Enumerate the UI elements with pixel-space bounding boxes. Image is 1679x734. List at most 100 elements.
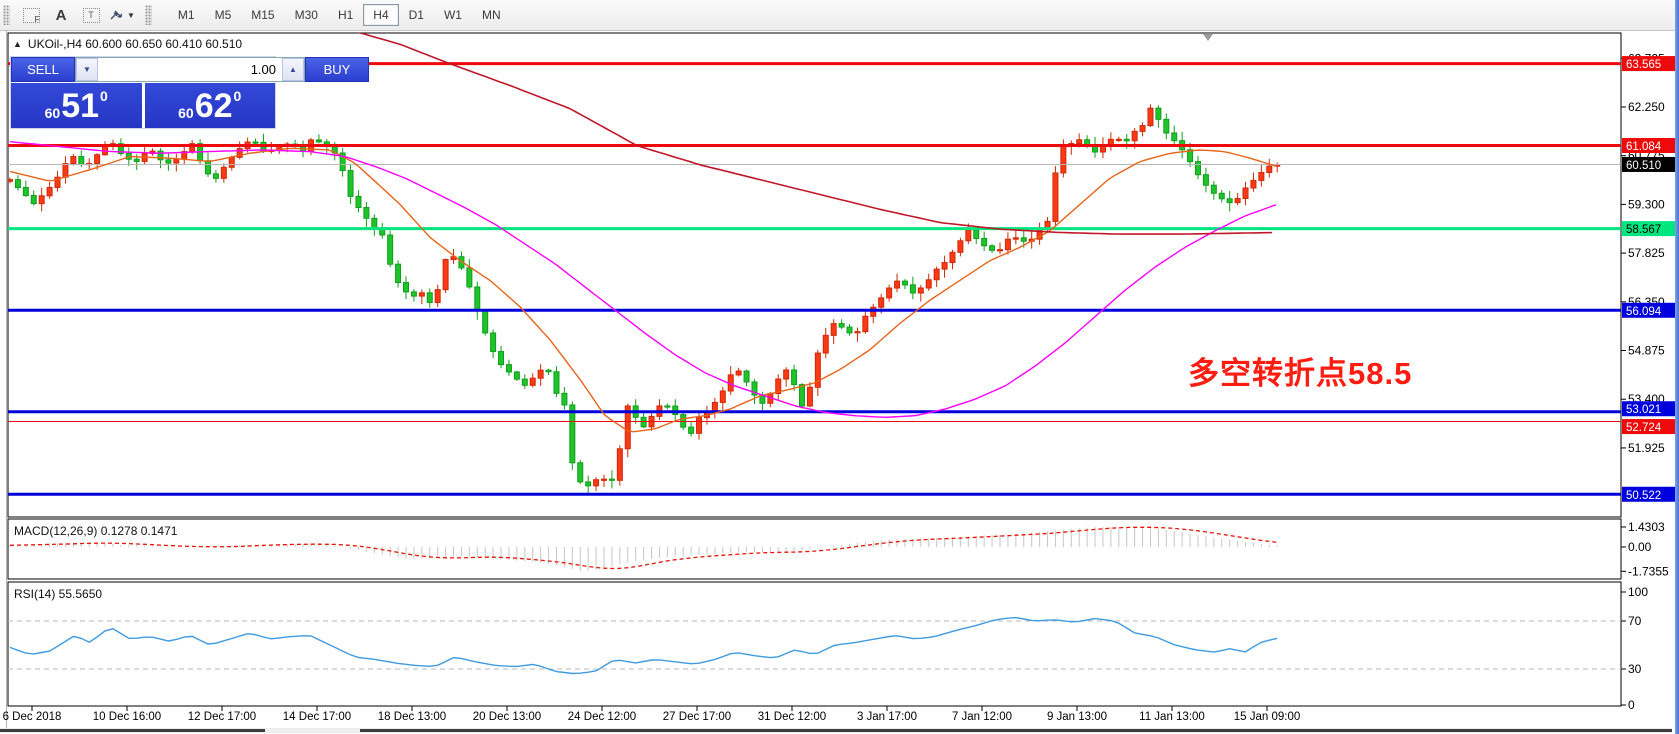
chevron-down-icon: ▼	[127, 10, 135, 20]
timeframe-button-group: M1 M5 M15 M30 H1 H4 D1 W1 MN	[168, 4, 511, 26]
arrows-icon	[110, 10, 123, 20]
rsi-line	[9, 616, 1278, 675]
volume-stepper: ▼ ▲	[75, 57, 305, 82]
macd-panel	[9, 526, 1278, 572]
time-axis-label: 20 Dec 13:00	[472, 711, 542, 723]
rsi-tick-label: 70	[1628, 614, 1642, 628]
chart-annotation-text: 多空转折点58.5	[1188, 356, 1413, 391]
price-badge	[1622, 486, 1675, 502]
rsi-panel	[8, 616, 1621, 675]
collapse-arrow-icon[interactable]: ▲	[13, 39, 22, 49]
price-badge	[1622, 138, 1675, 154]
window-left-border	[6, 30, 7, 730]
time-axis-label: 31 Dec 12:00	[757, 711, 827, 723]
fast-ma-line	[9, 147, 1277, 433]
macd-tick-label: 0.00	[1628, 540, 1652, 554]
timeframe-button-M5[interactable]: M5	[214, 8, 232, 22]
time-axis-label: 10 Dec 16:00	[92, 711, 162, 723]
buy-button[interactable]: BUY	[305, 57, 369, 82]
price-badge-label: 56.094	[1626, 306, 1662, 318]
rsi-tick-label: 0	[1628, 698, 1635, 712]
rsi-panel-border	[7, 581, 1622, 707]
timeframe-button-W1[interactable]: W1	[443, 8, 462, 22]
sell-button[interactable]: SELL	[11, 57, 75, 82]
price-badge	[1622, 302, 1675, 318]
medium-ma-line	[9, 141, 1277, 419]
window-right-border	[1675, 0, 1679, 734]
price-badge	[1622, 156, 1675, 172]
chart-header: ▲ UKOil-,H4 60.600 60.650 60.410 60.510	[13, 37, 242, 51]
macd-tick-label: -1.7355	[1628, 564, 1669, 578]
arrows-tool-button[interactable]: ▼	[108, 4, 135, 26]
price-tick-label: 57.825	[1628, 246, 1665, 260]
price-tick-label: 62.250	[1628, 100, 1665, 114]
timeframe-button-M30[interactable]: M30	[294, 8, 318, 22]
time-axis-label: 9 Jan 13:00	[1046, 711, 1108, 723]
volume-decrease-button[interactable]: ▼	[76, 58, 98, 81]
sell-price-pip: 0	[100, 88, 108, 104]
time-axis-label: 14 Dec 17:00	[282, 711, 352, 723]
profile-icon: F	[22, 7, 40, 24]
candlesticks	[8, 104, 1281, 494]
timeframe-button-MN[interactable]: MN	[481, 8, 501, 22]
slow-ma-line	[357, 33, 1273, 235]
scrollbar-thumb[interactable]	[265, 729, 360, 732]
macd-tick-label: 1.4303	[1628, 520, 1665, 534]
text-tool-button[interactable]: T	[78, 4, 104, 26]
timeframe-button-H1[interactable]: H1	[337, 8, 354, 22]
profile-tool-button[interactable]: F	[18, 4, 44, 26]
time-axis-label: 7 Jan 12:00	[951, 711, 1013, 723]
main-price-panel	[8, 33, 1621, 496]
price-axis: 63.72562.25060.77559.30057.82556.35054.8…	[1621, 51, 1675, 712]
text-tool-icon: T	[82, 7, 100, 23]
macd-panel-border	[7, 518, 1622, 580]
one-click-trade-panel: SELL ▼ ▲ BUY 60 51 0 60 62 0	[10, 56, 369, 129]
macd-indicator-label: MACD(12,26,9) 0.1278 0.1471	[14, 524, 178, 538]
main-panel-border	[7, 32, 1622, 518]
volume-input[interactable]	[98, 58, 282, 81]
timeframe-button-H4[interactable]: H4	[363, 4, 399, 26]
time-axis-label: 15 Jan 09:00	[1233, 711, 1301, 723]
text-label-icon: A	[55, 6, 67, 24]
sell-price-big: 51	[61, 86, 100, 125]
price-badge-label: 52.724	[1626, 422, 1662, 434]
price-tick-label: 59.300	[1628, 197, 1665, 211]
price-badge-label: 53.021	[1626, 404, 1661, 416]
scrollbar-track[interactable]	[0, 729, 1672, 732]
price-badge-label: 58.567	[1626, 224, 1661, 236]
buy-price-display[interactable]: 60 62 0	[144, 83, 275, 128]
price-tick-label: 54.875	[1628, 344, 1665, 358]
timeframe-button-M1[interactable]: M1	[177, 8, 195, 22]
down-triangle-marker	[1203, 34, 1213, 41]
price-tick-label: 51.925	[1628, 441, 1665, 455]
timeframe-button-D1[interactable]: D1	[408, 8, 424, 22]
buy-price-big: 62	[194, 86, 233, 125]
timeframe-button-M15[interactable]: M15	[251, 8, 275, 22]
price-badge	[1622, 401, 1675, 417]
price-badge-label: 50.522	[1626, 490, 1661, 502]
buy-price-prefix: 60	[178, 105, 194, 121]
time-axis-label: 27 Dec 17:00	[662, 711, 732, 723]
volume-increase-button[interactable]: ▲	[282, 58, 304, 81]
buy-price-pip: 0	[233, 88, 242, 104]
price-badge-label: 60.510	[1626, 160, 1661, 172]
text-label-tool-button[interactable]: A	[48, 4, 74, 26]
time-axis-label: 3 Jan 17:00	[856, 711, 918, 723]
toolbar-grip-handle-2[interactable]	[144, 5, 152, 25]
rsi-indicator-label: RSI(14) 55.5650	[14, 587, 103, 601]
time-axis-label: 6 Dec 2018	[2, 711, 62, 723]
toolbar-grip-handle[interactable]	[3, 5, 10, 25]
price-badge	[1622, 419, 1675, 435]
price-badge-label: 63.565	[1626, 59, 1661, 71]
time-axis-label: 18 Dec 13:00	[377, 711, 447, 723]
macd-signal-line	[9, 526, 1278, 570]
horizontal-scrollbar[interactable]	[0, 728, 1672, 733]
sell-price-prefix: 60	[44, 105, 61, 121]
price-badge-label: 61.084	[1626, 141, 1662, 153]
time-axis-label: 11 Jan 13:00	[1139, 711, 1205, 723]
time-axis-label: 12 Dec 17:00	[187, 711, 257, 723]
price-badge	[1622, 56, 1675, 72]
sell-price-display[interactable]: 60 51 0	[11, 83, 142, 128]
